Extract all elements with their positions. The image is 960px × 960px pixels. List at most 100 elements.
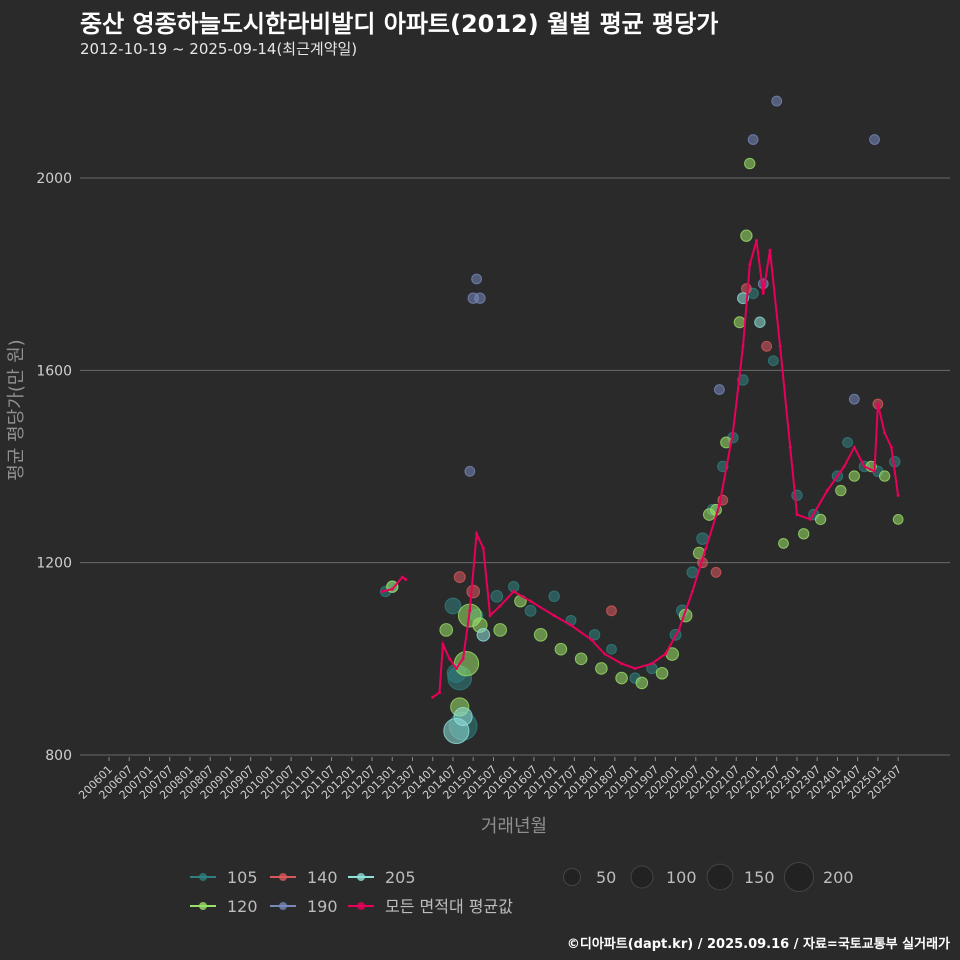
data-point-120 bbox=[848, 470, 860, 482]
average-line-point bbox=[748, 263, 752, 267]
average-line-point bbox=[498, 604, 502, 608]
average-line-point bbox=[488, 614, 492, 618]
legend-size-circle-50 bbox=[562, 867, 582, 887]
average-line-point bbox=[842, 465, 846, 468]
data-point-120 bbox=[740, 229, 753, 242]
average-line-point bbox=[441, 642, 445, 646]
data-point-205 bbox=[476, 627, 491, 642]
legend-marker-120 bbox=[199, 902, 207, 910]
legend-marker-190 bbox=[279, 902, 287, 910]
data-point-105 bbox=[767, 355, 779, 367]
average-line-point bbox=[529, 599, 533, 603]
average-line-point bbox=[552, 614, 556, 618]
legend-label-모든 면적대 평균값: 모든 면적대 평균값 bbox=[385, 897, 513, 916]
y-tick-label: 1600 bbox=[36, 363, 72, 379]
data-point-190 bbox=[747, 134, 759, 145]
data-point-140 bbox=[761, 340, 773, 352]
average-line-point bbox=[896, 493, 900, 497]
data-point-105 bbox=[791, 489, 803, 502]
data-point-120 bbox=[453, 650, 480, 677]
legend-marker-205 bbox=[357, 873, 365, 881]
data-point-105 bbox=[737, 374, 749, 386]
legend-marker-105 bbox=[199, 873, 207, 881]
average-line-point bbox=[620, 662, 624, 666]
average-line-point bbox=[825, 489, 829, 493]
average-line-point bbox=[404, 577, 408, 581]
legend-label-120: 120 bbox=[227, 897, 258, 916]
data-point-120 bbox=[744, 157, 756, 170]
data-point-140 bbox=[453, 571, 466, 584]
scatter-points bbox=[379, 95, 904, 745]
footer-credit: ©디아파트(dapt.kr) / 2025.09.16 / 자료=국토교통부 실… bbox=[566, 937, 950, 952]
average-line-point bbox=[778, 344, 782, 348]
data-point-205 bbox=[737, 292, 749, 305]
y-tick-label: 800 bbox=[45, 748, 72, 764]
data-point-140 bbox=[710, 566, 722, 578]
data-point-120 bbox=[878, 470, 891, 482]
data-point-190 bbox=[771, 95, 783, 107]
average-line-point bbox=[883, 431, 887, 435]
data-point-120 bbox=[554, 642, 568, 656]
average-line-point bbox=[481, 546, 485, 550]
data-point-105 bbox=[842, 437, 853, 448]
data-point-190 bbox=[869, 134, 880, 145]
legend-marker-140 bbox=[279, 873, 287, 881]
average-line-point bbox=[731, 431, 735, 435]
y-tick-label: 2000 bbox=[36, 171, 72, 187]
average-line-point bbox=[448, 657, 452, 661]
average-line-point bbox=[862, 465, 866, 468]
average-line-point bbox=[400, 575, 404, 579]
average-line-point bbox=[788, 445, 792, 449]
data-point-120 bbox=[595, 662, 608, 675]
legend: 105 140 205 120 190 모든 면적대 평균값 50 100 150 200 bbox=[190, 861, 854, 916]
legend-label-140: 140 bbox=[307, 868, 338, 887]
average-line-point bbox=[461, 657, 465, 661]
data-point-120 bbox=[814, 513, 827, 526]
average-line-point bbox=[876, 402, 880, 406]
average-line-point bbox=[663, 652, 667, 656]
legend-size-label: 50 bbox=[596, 868, 616, 887]
legend-label-105: 105 bbox=[227, 868, 258, 887]
data-point-120 bbox=[798, 528, 810, 540]
chart-title: 중산 영종하늘도시한라비발디 아파트(2012) 월별 평균 평당가 bbox=[80, 10, 719, 38]
data-point-190 bbox=[848, 393, 860, 405]
average-line-point bbox=[468, 609, 472, 613]
average-line-point bbox=[717, 503, 721, 507]
legend-size-label: 200 bbox=[823, 868, 854, 887]
data-point-120 bbox=[615, 671, 628, 685]
average-line-point bbox=[589, 638, 593, 642]
data-point-120 bbox=[574, 652, 588, 666]
average-line-point bbox=[808, 517, 812, 521]
average-line-point bbox=[741, 344, 745, 348]
average-line-point bbox=[889, 445, 893, 449]
average-line-point bbox=[873, 469, 877, 473]
average-line-path bbox=[381, 575, 407, 593]
average-line-point bbox=[754, 239, 758, 243]
data-point-105 bbox=[490, 590, 504, 603]
average-line-path bbox=[432, 240, 900, 699]
average-line-point bbox=[512, 590, 516, 594]
legend-label-190: 190 bbox=[307, 897, 338, 916]
average-line-point bbox=[475, 532, 479, 536]
data-point-120 bbox=[733, 316, 746, 329]
data-point-190 bbox=[713, 384, 725, 395]
average-line-point bbox=[603, 652, 607, 656]
legend-size-circle-100 bbox=[630, 865, 654, 889]
average-line-point bbox=[704, 546, 708, 550]
average-line-point bbox=[690, 590, 694, 594]
grid-lines bbox=[80, 177, 950, 756]
data-point-105 bbox=[548, 590, 560, 603]
average-line bbox=[380, 239, 900, 699]
average-line-point bbox=[431, 695, 435, 699]
average-line-point bbox=[569, 623, 573, 627]
average-line-point bbox=[650, 662, 654, 666]
data-point-140 bbox=[740, 283, 752, 294]
average-line-point bbox=[437, 690, 441, 694]
data-point-120 bbox=[655, 666, 669, 680]
legend-size-circle-200 bbox=[783, 861, 815, 893]
average-line-point bbox=[633, 666, 637, 670]
average-line-point bbox=[454, 666, 458, 670]
chart-subtitle: 2012-10-19 ~ 2025-09-14(최근계약일) bbox=[80, 40, 358, 58]
average-line-point bbox=[795, 513, 799, 517]
